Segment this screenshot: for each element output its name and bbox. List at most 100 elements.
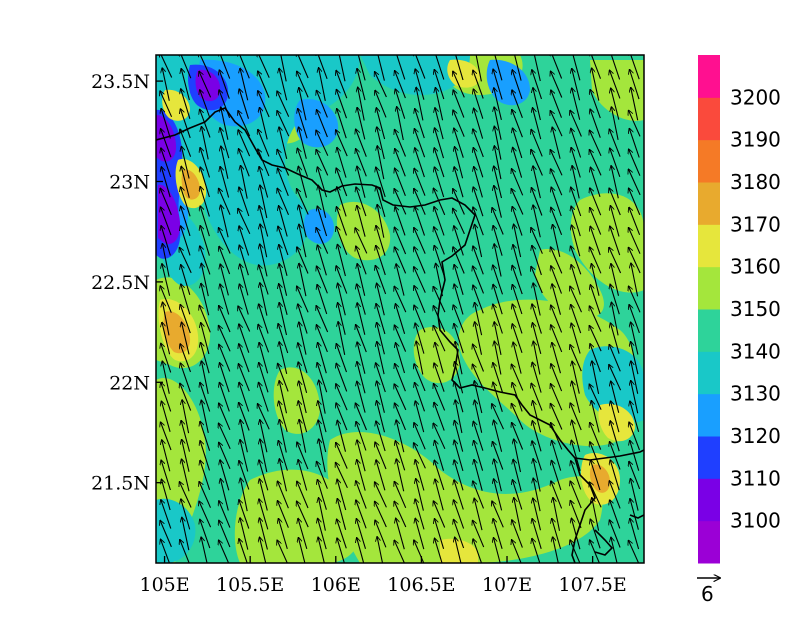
wind-vector — [219, 501, 231, 528]
wind-vector — [279, 245, 288, 276]
wind-vector — [318, 420, 327, 453]
wind-vector — [200, 90, 211, 119]
wind-vector — [552, 127, 561, 159]
wind-vector — [433, 286, 446, 313]
wind-vector — [181, 265, 191, 295]
wind-vector — [531, 188, 543, 216]
wind-vector — [434, 70, 445, 100]
wind-vector — [201, 127, 209, 160]
wind-vector — [182, 439, 190, 472]
wind-vector — [298, 401, 308, 433]
wind-vector — [200, 109, 211, 138]
wind-vector — [259, 304, 269, 334]
wind-vector — [514, 55, 522, 81]
wind-vector — [161, 500, 172, 529]
wind-vector — [240, 478, 248, 512]
wind-vector — [336, 168, 348, 197]
wind-vector — [356, 325, 367, 353]
wind-vector — [160, 286, 172, 313]
wind-vector — [375, 482, 387, 508]
wind-vector — [532, 538, 541, 563]
wind-vector — [357, 381, 366, 413]
wind-vector — [201, 263, 209, 297]
wind-vector — [278, 519, 288, 550]
wind-vector — [550, 111, 563, 137]
wind-vector — [219, 246, 231, 275]
wind-vector — [533, 108, 542, 140]
wind-vector — [279, 303, 288, 336]
wind-vector — [200, 421, 211, 451]
wind-vector — [200, 519, 211, 549]
wind-vector — [161, 343, 172, 373]
wind-vector — [258, 149, 270, 177]
wind-vector — [492, 208, 504, 235]
wind-vector — [551, 71, 563, 98]
wind-vector — [414, 305, 426, 333]
wind-vector — [338, 283, 346, 316]
x-tick-label: 105E — [139, 574, 189, 596]
wind-vector — [610, 421, 620, 452]
wind-vector — [455, 537, 462, 563]
wind-vector — [414, 247, 426, 274]
wind-vector — [435, 479, 444, 511]
colorbar-swatch — [698, 266, 720, 310]
wind-vector — [279, 459, 288, 492]
wind-vector — [279, 264, 288, 296]
wind-vector — [512, 110, 523, 138]
wind-vector — [259, 167, 269, 198]
wind-vector — [453, 71, 465, 98]
wind-vector — [533, 283, 541, 316]
wind-vector — [355, 403, 368, 431]
wind-vector — [199, 305, 211, 333]
wind-vector — [454, 519, 465, 549]
wind-vector — [357, 69, 366, 101]
wind-vector — [590, 90, 601, 119]
wind-vector — [453, 90, 465, 118]
wind-vector — [628, 540, 640, 563]
wind-vector — [589, 384, 602, 410]
wind-vector — [199, 71, 212, 98]
wind-vector — [513, 147, 523, 178]
wind-vector — [415, 207, 426, 236]
wind-vector — [182, 459, 190, 492]
wind-vector — [414, 364, 426, 392]
wind-vector — [221, 205, 229, 238]
wind-vector — [259, 518, 268, 550]
wind-vector — [240, 68, 249, 101]
wind-vector — [572, 381, 581, 413]
wind-vector — [376, 363, 386, 393]
wind-vector — [220, 284, 230, 315]
wind-vector — [200, 206, 210, 237]
wind-vector — [240, 420, 248, 453]
wind-vector — [630, 401, 640, 432]
wind-vector — [589, 150, 602, 176]
wind-vector — [219, 70, 230, 99]
wind-vector — [357, 264, 366, 296]
wind-vector — [181, 89, 191, 119]
wind-vector — [337, 244, 346, 277]
reference-vector: 6 — [697, 578, 720, 606]
region-3170-north — [447, 59, 480, 88]
wind-vector — [336, 70, 348, 99]
wind-vector — [181, 187, 191, 217]
wind-vector — [551, 364, 563, 392]
wind-vector — [473, 285, 484, 314]
wind-vector — [258, 324, 270, 353]
wind-vector — [513, 459, 522, 492]
region-3160-east — [570, 193, 644, 293]
wind-vector — [494, 55, 503, 81]
wind-vector — [590, 442, 602, 470]
wind-vector — [161, 422, 172, 451]
wind-vector — [453, 208, 465, 235]
wind-vector — [239, 500, 250, 529]
wind-vector — [611, 166, 619, 199]
wind-vector — [532, 362, 542, 393]
wind-vector — [377, 322, 385, 355]
wind-vector — [492, 501, 504, 528]
wind-vector — [454, 167, 464, 198]
wind-vector — [277, 111, 290, 137]
wind-vector — [571, 518, 581, 550]
wind-vector — [357, 55, 366, 81]
wind-vector — [279, 420, 287, 453]
wind-vector — [474, 460, 483, 491]
